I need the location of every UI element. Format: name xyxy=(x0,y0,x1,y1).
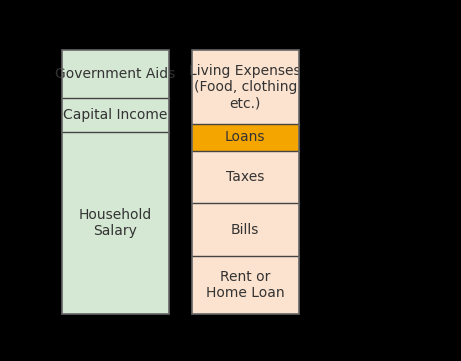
Bar xyxy=(62,132,169,314)
Text: Loans: Loans xyxy=(225,130,266,144)
Bar xyxy=(192,50,299,314)
Bar xyxy=(62,50,169,98)
Bar xyxy=(192,124,299,151)
Bar xyxy=(192,50,299,124)
Bar xyxy=(192,151,299,204)
Bar xyxy=(192,256,299,314)
Text: Living Expenses
(Food, clothing
etc.): Living Expenses (Food, clothing etc.) xyxy=(189,64,301,110)
Bar xyxy=(192,204,299,256)
Text: Taxes: Taxes xyxy=(226,170,264,184)
Bar xyxy=(62,98,169,132)
Text: Capital Income: Capital Income xyxy=(63,108,168,122)
Text: Bills: Bills xyxy=(231,223,260,237)
Bar xyxy=(62,50,169,314)
Text: Government Aids: Government Aids xyxy=(55,67,176,81)
Text: Rent or
Home Loan: Rent or Home Loan xyxy=(206,270,284,300)
Text: Household
Salary: Household Salary xyxy=(79,208,152,238)
